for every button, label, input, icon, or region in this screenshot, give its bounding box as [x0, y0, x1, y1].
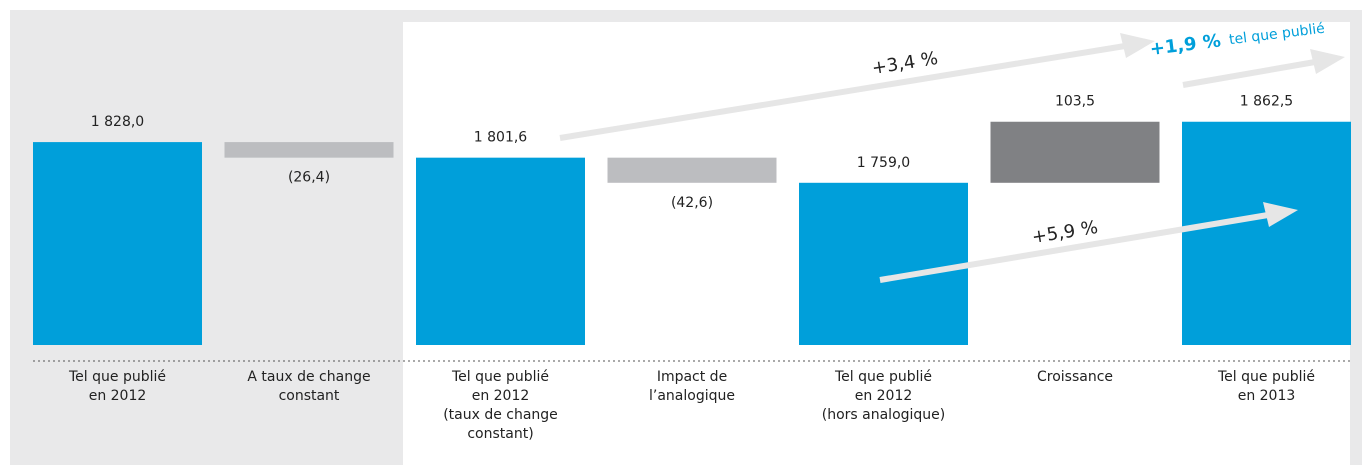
bar — [607, 157, 777, 183]
arrow-head — [1263, 202, 1298, 227]
arrow-line — [1182, 59, 1316, 88]
x-tick-label: Croissance — [1036, 369, 1114, 385]
x-tick-label: Tel que publié en 2013 — [1218, 369, 1315, 404]
x-tick-label: Tel que publié en 2012 — [69, 369, 166, 404]
bar — [1182, 121, 1351, 345]
value-label: 1 862,5 — [1240, 94, 1293, 110]
arrow-line — [879, 212, 1269, 283]
x-tick-label: A taux de change constant — [247, 369, 371, 404]
value-label: 1 828,0 — [91, 114, 144, 130]
bar — [33, 142, 202, 345]
bar — [224, 142, 394, 158]
value-label: (42,6) — [671, 195, 713, 211]
bar — [416, 157, 585, 345]
value-label: 1 759,0 — [857, 155, 910, 171]
value-label: 1 801,6 — [474, 130, 528, 146]
arrow-head — [1310, 49, 1345, 74]
bar — [799, 182, 968, 345]
arrows — [559, 33, 1345, 141]
x-tick-label: Impact de l’analogique — [649, 369, 735, 404]
value-label: (26,4) — [288, 170, 330, 186]
arrow-line — [559, 43, 1126, 141]
value-label: 103,5 — [1055, 94, 1095, 110]
arrow-head — [1120, 33, 1155, 58]
x-tick-label: Tel que publié en 2012 (hors analogique) — [821, 369, 946, 423]
x-tick-label: Tel que publié en 2012 (taux de change c… — [443, 369, 558, 442]
bar — [990, 121, 1160, 183]
